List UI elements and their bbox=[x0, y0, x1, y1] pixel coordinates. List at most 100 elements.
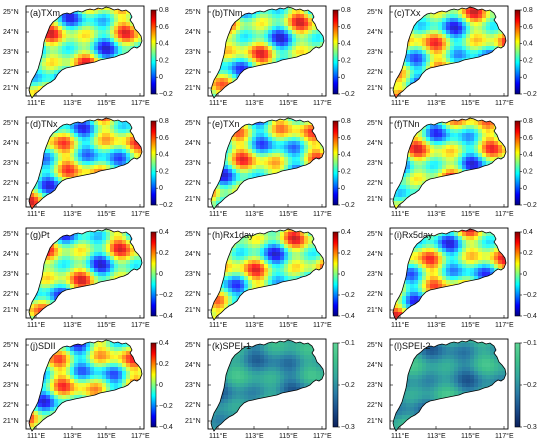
value-cell bbox=[454, 38, 458, 42]
value-cell bbox=[288, 7, 292, 10]
value-cell bbox=[62, 149, 66, 153]
value-cell bbox=[478, 50, 482, 54]
value-cell bbox=[54, 74, 58, 78]
value-cell bbox=[264, 149, 268, 153]
value-cell bbox=[288, 121, 292, 125]
value-cell bbox=[90, 129, 94, 133]
value-cell bbox=[102, 18, 106, 22]
value-cell bbox=[296, 121, 300, 125]
value-cell bbox=[106, 240, 110, 244]
value-cell bbox=[66, 272, 70, 276]
value-cell bbox=[482, 18, 486, 22]
value-cell bbox=[414, 62, 418, 66]
value-cell bbox=[106, 252, 110, 256]
value-cell bbox=[252, 54, 256, 58]
value-cell bbox=[490, 157, 494, 161]
value-cell bbox=[102, 54, 106, 58]
value-cell bbox=[308, 149, 312, 153]
value-cell bbox=[78, 276, 82, 280]
value-cell bbox=[458, 26, 462, 30]
value-cell bbox=[308, 145, 312, 149]
value-cell bbox=[212, 86, 216, 90]
value-cell bbox=[74, 256, 78, 260]
value-cell bbox=[320, 38, 324, 42]
value-cell bbox=[410, 169, 414, 173]
value-cell bbox=[402, 181, 406, 185]
value-cell bbox=[102, 252, 106, 256]
value-cell bbox=[418, 141, 422, 145]
value-cell bbox=[478, 149, 482, 153]
value-cell bbox=[86, 133, 90, 137]
longitude-label: 113°E bbox=[63, 210, 82, 218]
value-cell bbox=[58, 268, 62, 272]
value-cell bbox=[216, 78, 220, 82]
value-cell bbox=[126, 30, 130, 34]
value-cell bbox=[304, 26, 308, 30]
value-cell bbox=[264, 165, 268, 169]
value-cell bbox=[244, 133, 248, 137]
latitude-label: 24°N bbox=[185, 139, 201, 147]
value-cell bbox=[450, 137, 454, 141]
value-cell bbox=[252, 161, 256, 165]
value-cell bbox=[82, 169, 86, 173]
value-cell bbox=[462, 145, 466, 149]
value-cell bbox=[232, 149, 236, 153]
value-cell bbox=[38, 177, 42, 181]
value-cell bbox=[252, 22, 256, 26]
value-cell bbox=[94, 42, 98, 46]
value-cell bbox=[418, 38, 422, 42]
value-cell bbox=[82, 268, 86, 272]
value-cell bbox=[422, 177, 426, 181]
value-cell bbox=[414, 50, 418, 54]
value-cell bbox=[86, 276, 90, 280]
value-cell bbox=[292, 10, 296, 14]
value-cell bbox=[426, 46, 430, 50]
colorbar-label: 0.2 bbox=[523, 57, 533, 64]
value-cell bbox=[74, 129, 78, 133]
value-cell bbox=[410, 78, 414, 82]
value-cell bbox=[316, 42, 320, 46]
value-cell bbox=[426, 169, 430, 173]
value-cell bbox=[280, 42, 284, 46]
colorbar-label: 0.8 bbox=[341, 118, 351, 125]
value-cell bbox=[442, 169, 446, 173]
value-cell bbox=[418, 173, 422, 177]
value-cell bbox=[394, 86, 398, 90]
value-cell bbox=[98, 38, 102, 42]
value-cell bbox=[118, 272, 122, 276]
value-cell bbox=[300, 141, 304, 145]
value-cell bbox=[486, 125, 490, 129]
value-cell bbox=[438, 121, 442, 125]
value-cell bbox=[438, 38, 442, 42]
value-cell bbox=[284, 22, 288, 26]
longitude-label: 111°E bbox=[27, 210, 45, 218]
value-cell bbox=[86, 10, 90, 14]
value-cell bbox=[422, 129, 426, 133]
value-cell bbox=[284, 153, 288, 157]
value-cell bbox=[284, 161, 288, 165]
value-cell bbox=[138, 260, 142, 264]
value-cell bbox=[252, 129, 256, 133]
value-cell bbox=[276, 50, 280, 54]
value-cell bbox=[82, 129, 86, 133]
value-cell bbox=[276, 141, 280, 145]
value-cell bbox=[446, 133, 450, 137]
value-cell bbox=[458, 165, 462, 169]
value-cell bbox=[114, 161, 118, 165]
value-cell bbox=[398, 189, 402, 193]
value-cell bbox=[308, 14, 312, 18]
value-cell bbox=[276, 149, 280, 153]
value-cell bbox=[30, 205, 34, 209]
value-cell bbox=[426, 26, 430, 30]
value-cell bbox=[462, 10, 466, 14]
value-cell bbox=[82, 30, 86, 34]
value-cell bbox=[74, 169, 78, 173]
value-cell bbox=[482, 26, 486, 30]
value-cell bbox=[86, 26, 90, 30]
value-cell bbox=[74, 22, 78, 26]
value-cell bbox=[308, 141, 312, 145]
value-cell bbox=[212, 205, 216, 209]
value-cell bbox=[248, 62, 252, 66]
value-cell bbox=[426, 66, 430, 70]
